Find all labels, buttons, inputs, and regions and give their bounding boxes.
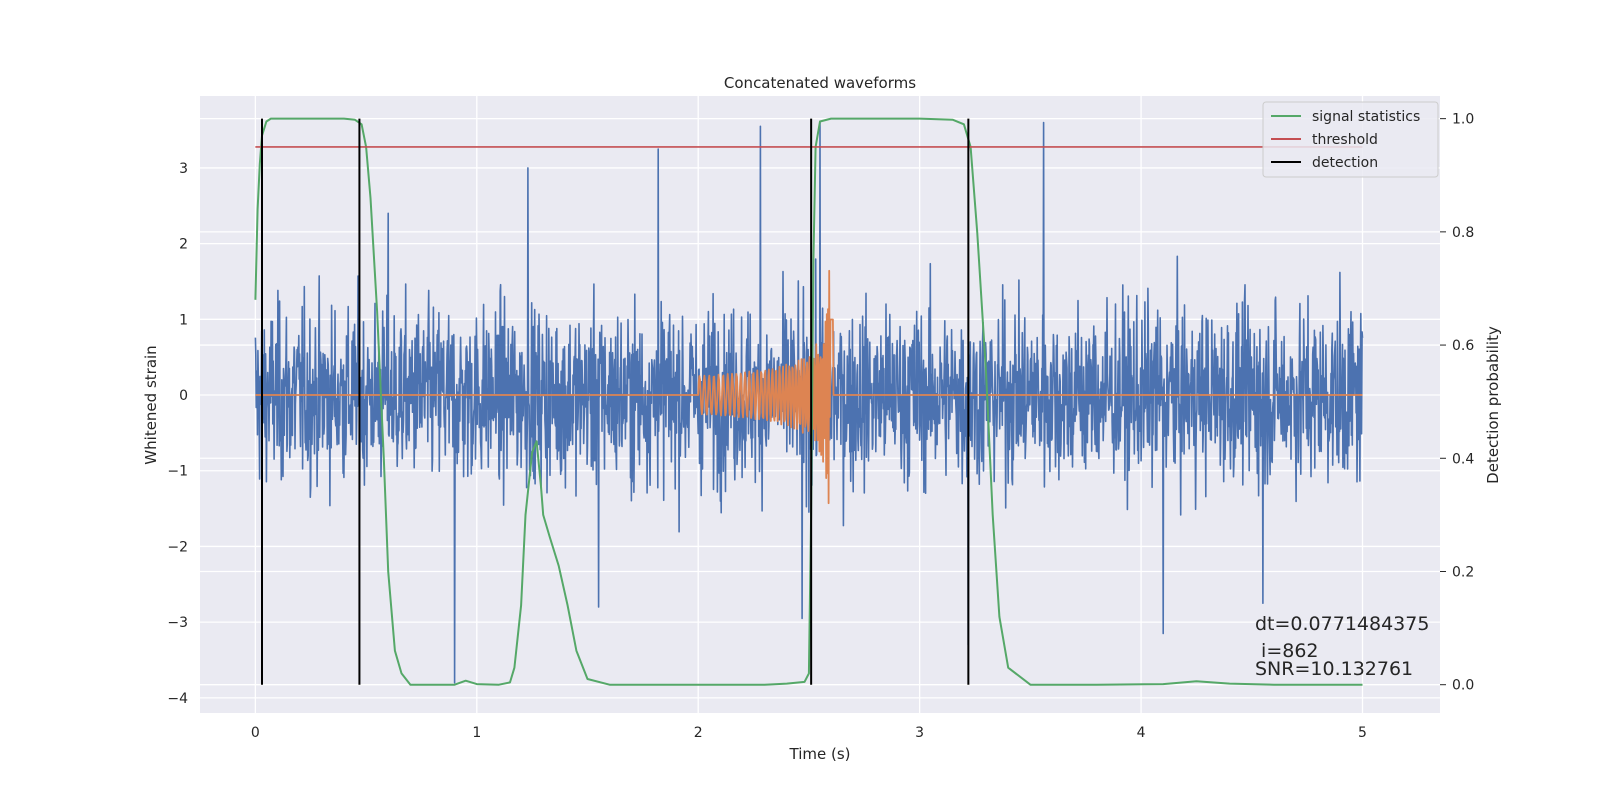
annotation-snr: SNR=10.132761 [1255,658,1413,680]
y-tick-label-2: −2 [167,539,188,555]
y-tick-label-right-1: 0.2 [1452,564,1474,580]
y-tick-label-3: −1 [167,464,188,480]
y-tick-label-7: 3 [179,161,188,177]
legend-label-detection: detection [1312,155,1378,171]
x-tick-label-2: 2 [694,725,703,741]
y-axis-left: −4 −3 −2 −1 0 1 2 3 [167,161,188,707]
x-axis: 0 1 2 3 4 5 [251,725,1367,741]
y-tick-label-right-4: 0.8 [1452,225,1474,241]
y-tick-label-6: 2 [179,237,188,253]
legend: signal statistics threshold detection [1262,101,1439,178]
y-tick-label-right-5: 1.0 [1452,112,1474,128]
x-tick-label-4: 4 [1137,725,1146,741]
legend-label-signal-statistics: signal statistics [1312,109,1420,125]
x-tick-label-0: 0 [251,725,260,741]
x-axis-label: Time (s) [789,745,851,763]
x-tick-label-5: 5 [1358,725,1367,741]
x-tick-label-1: 1 [472,725,481,741]
strain-line [254,121,1364,684]
y-tick-label-1: −3 [167,615,188,631]
y-tick-label-right-0: 0.0 [1452,678,1474,694]
x-tick-label-3: 3 [915,725,924,741]
legend-label-threshold: threshold [1312,132,1378,148]
y-axis-label-right: Detection probability [1484,326,1502,484]
y-tick-label-right-2: 0.4 [1452,451,1474,467]
series-injected-signal [255,269,1363,505]
y-axis-right: 0.0 0.2 0.4 0.6 0.8 1.0 [1440,112,1474,694]
series-whitened-strain [254,121,1364,684]
y-tick-label-0: −4 [167,691,188,707]
annotation-dt: dt=0.0771484375 [1255,613,1429,635]
y-axis-label-left: Whitened strain [142,345,160,464]
y-tick-label-5: 1 [179,312,188,328]
y-tick-label-4: 0 [179,388,188,404]
y-tick-label-right-3: 0.6 [1452,338,1474,354]
legend-box [1262,101,1439,178]
signal-statistics-line [254,117,1363,686]
annotation-index: i=862 [1255,640,1319,662]
chart-title: Concatenated waveforms [724,74,916,92]
injected-signal-line [255,269,1363,505]
